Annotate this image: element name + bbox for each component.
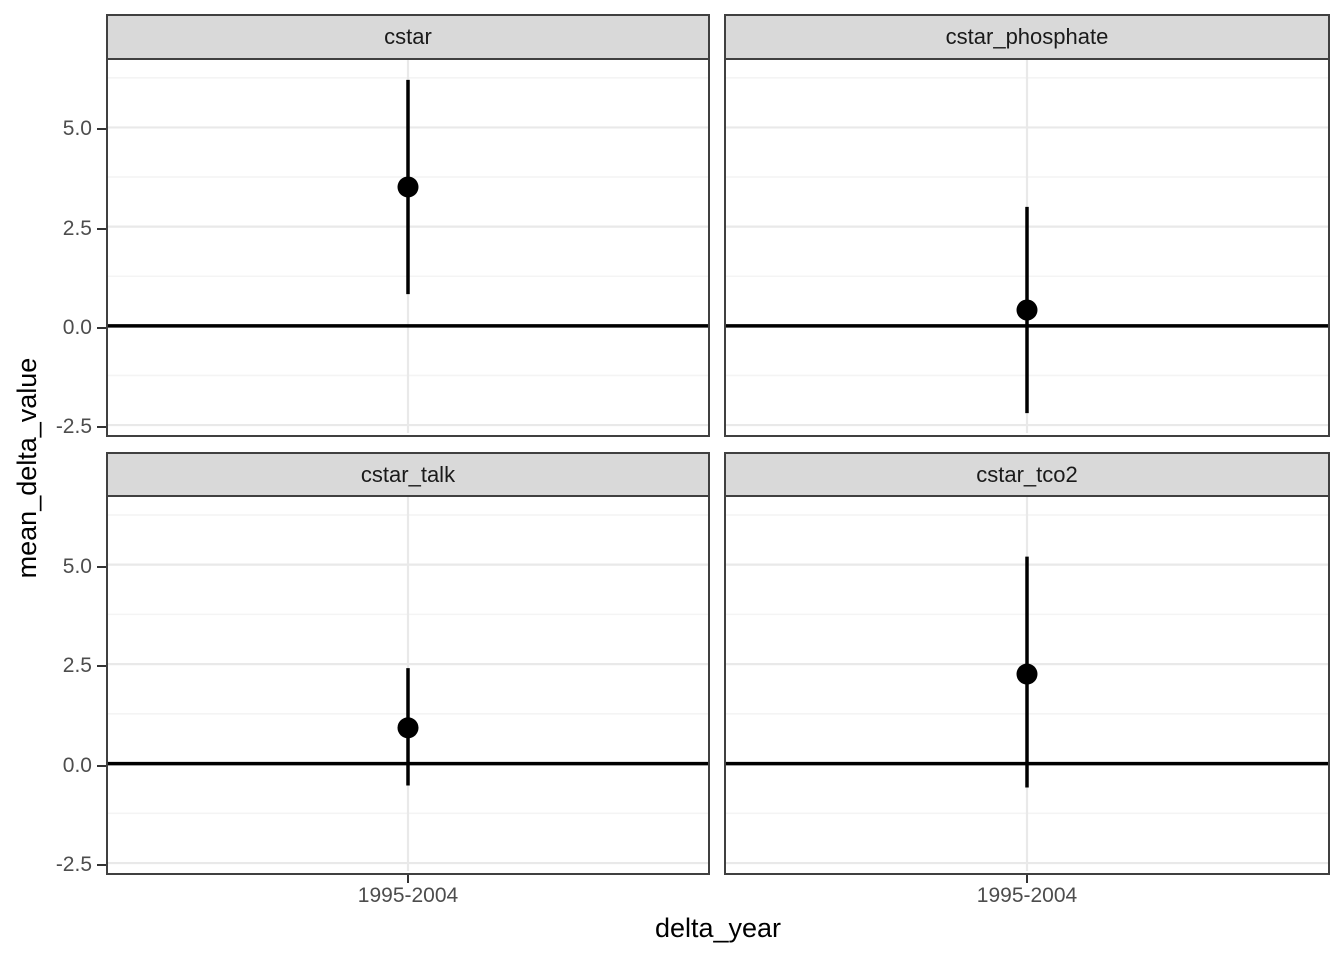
plot-svg (726, 60, 1328, 433)
plot-svg (726, 497, 1328, 871)
facet-strip: cstar (106, 14, 710, 60)
y-tick-label: 5.0 (62, 554, 92, 578)
x-tick-label: 1995-2004 (976, 884, 1078, 907)
facet-strip: cstar_tco2 (724, 452, 1330, 497)
facet-strip: cstar_talk (106, 452, 710, 497)
facet-strip-label: cstar_phosphate (945, 24, 1109, 49)
facet-cstar-phosphate: cstar_phosphate (724, 14, 1330, 437)
y-tick-label: 0.0 (62, 315, 92, 339)
mean-point (1016, 663, 1038, 685)
mean-point (397, 717, 419, 739)
facet-strip-label: cstar_talk (360, 461, 456, 487)
y-tick-label: -2.5 (55, 415, 92, 439)
facet-cstar-tco2: cstar_tco2 (724, 452, 1330, 875)
facet-strip-label: cstar (384, 24, 432, 49)
facet-plot-area-cstar-talk (106, 497, 710, 875)
plot-svg (108, 60, 708, 433)
y-tick-mark (97, 426, 106, 429)
facet-plot-area-cstar-phosphate (724, 60, 1330, 437)
facet-strip: cstar_phosphate (724, 14, 1330, 60)
y-tick-label: 2.5 (62, 216, 92, 240)
x-tick-mark (1026, 875, 1028, 883)
mean-point (1016, 299, 1038, 321)
facet-strip-label: cstar_tco2 (976, 461, 1078, 487)
plot-svg (108, 497, 708, 871)
y-tick-mark (97, 128, 106, 131)
y-tick-label: 5.0 (62, 117, 92, 141)
x-tick-label: 1995-2004 (357, 884, 459, 907)
y-tick-label: -2.5 (55, 853, 92, 877)
y-tick-mark (97, 665, 106, 668)
y-tick-label: 2.5 (62, 654, 92, 678)
y-tick-mark (97, 326, 106, 329)
y-tick-mark (97, 565, 106, 568)
facet-plot-area-cstar (106, 60, 710, 437)
x-axis-title: delta_year (654, 913, 782, 943)
mean-point (397, 176, 419, 198)
facet-cstar-talk: cstar_talk (106, 452, 710, 875)
y-tick-mark (97, 864, 106, 867)
x-tick-mark (407, 875, 409, 883)
y-tick-mark (97, 764, 106, 767)
y-tick-label: 0.0 (62, 753, 92, 777)
facet-plot-area-cstar-tco2 (724, 497, 1330, 875)
y-tick-mark (97, 227, 106, 230)
facet-cstar: cstar (106, 14, 710, 437)
